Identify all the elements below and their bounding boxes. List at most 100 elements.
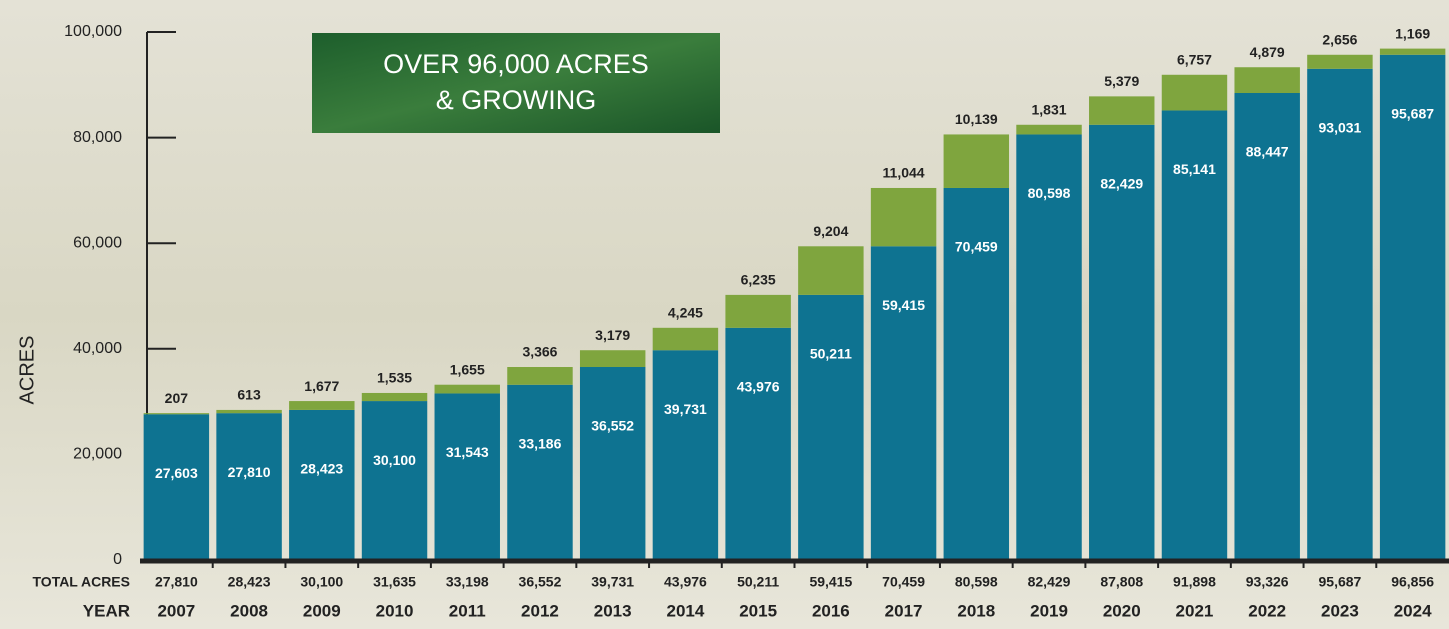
bar-label: 93,031 <box>1319 119 1362 135</box>
annotation-box <box>312 33 720 133</box>
bar-segment <box>289 410 354 560</box>
bar-label: 4,879 <box>1250 44 1285 60</box>
bar-label: 613 <box>237 387 261 403</box>
bar-label: 50,211 <box>810 346 852 362</box>
bar-label: 9,204 <box>813 223 848 239</box>
bar-segment <box>798 246 863 295</box>
x-tick-label: 2024 <box>1394 601 1432 620</box>
total-label: 91,898 <box>1173 574 1216 590</box>
annotation: & GROWING <box>436 85 597 115</box>
total-label: 50,211 <box>737 574 779 590</box>
bar-segment <box>144 414 209 560</box>
total-label: 70,459 <box>882 574 925 590</box>
bar-label: 5,379 <box>1104 73 1139 89</box>
bar-segment <box>216 413 281 560</box>
bar-label: 39,731 <box>664 401 707 417</box>
x-tick-label: 2019 <box>1030 601 1068 620</box>
total-label: 27,810 <box>155 574 198 590</box>
x-tick-label: 2007 <box>157 601 195 620</box>
bar-label: 31,543 <box>446 444 489 460</box>
bar-label: 36,552 <box>591 418 634 434</box>
bar-label: 43,976 <box>737 379 780 395</box>
bar-segment <box>1089 96 1154 124</box>
bar-label: 2,656 <box>1322 31 1357 47</box>
bar-segment <box>1016 125 1081 135</box>
x-tick-label: 2009 <box>303 601 341 620</box>
total-label: 87,808 <box>1100 574 1143 590</box>
y-axis-label: ACRES <box>16 336 38 405</box>
bar-label: 1,655 <box>450 361 485 377</box>
bar-label: 6,757 <box>1177 51 1212 67</box>
total-label: 30,100 <box>300 574 343 590</box>
y-tick-label: 100,000 <box>64 23 122 40</box>
x-tick-label: 2016 <box>812 601 850 620</box>
bar-segment <box>435 385 500 394</box>
bar-label: 1,169 <box>1395 25 1430 41</box>
row-label: YEAR <box>83 601 130 620</box>
row-label: TOTAL ACRES <box>33 574 131 590</box>
bar-label: 1,535 <box>377 370 412 386</box>
bar-label: 11,044 <box>883 165 925 181</box>
y-tick-label: 40,000 <box>73 340 122 357</box>
total-label: 93,326 <box>1246 574 1289 590</box>
total-label: 28,423 <box>228 574 271 590</box>
total-label: 31,635 <box>373 574 416 590</box>
bar-segment <box>144 413 209 414</box>
total-label: 59,415 <box>809 574 852 590</box>
bar-label: 27,603 <box>155 465 198 481</box>
bar-label: 28,423 <box>300 461 343 477</box>
bar-label: 70,459 <box>955 239 998 255</box>
bar-segment <box>944 134 1009 188</box>
x-tick-label: 2023 <box>1321 601 1359 620</box>
bar-segment <box>798 295 863 560</box>
total-label: 80,598 <box>955 574 998 590</box>
x-tick-label: 2015 <box>739 601 777 620</box>
y-tick-label: 80,000 <box>73 129 122 146</box>
y-tick-label: 20,000 <box>73 446 122 463</box>
bar-segment <box>1307 55 1372 69</box>
y-tick-label: 60,000 <box>73 234 122 251</box>
x-tick-label: 2020 <box>1103 601 1141 620</box>
bar-label: 207 <box>165 390 189 406</box>
bar-segment <box>507 367 572 385</box>
bar-label: 4,245 <box>668 305 703 321</box>
x-tick-label: 2011 <box>449 601 486 620</box>
bar-segment <box>653 328 718 350</box>
bar-segment <box>1162 75 1227 111</box>
bar-segment <box>1162 110 1227 560</box>
bar-label: 3,366 <box>522 344 557 360</box>
x-tick-label: 2021 <box>1176 601 1214 620</box>
chart: OVER 96,000 ACRES & GROWING ACRES TOTAL … <box>0 0 1449 629</box>
annotation: OVER 96,000 ACRES <box>383 49 649 79</box>
x-tick-label: 2010 <box>376 601 414 620</box>
bar-label: 1,677 <box>304 378 339 394</box>
bar-label: 30,100 <box>373 452 416 468</box>
bar-segment <box>362 401 427 560</box>
bar-segment <box>435 393 500 560</box>
x-tick-label: 2014 <box>667 601 705 620</box>
total-label: 36,552 <box>519 574 562 590</box>
total-label: 39,731 <box>591 574 634 590</box>
bar-label: 27,810 <box>228 464 271 480</box>
bar-label: 10,139 <box>955 111 998 127</box>
x-tick-label: 2008 <box>230 601 268 620</box>
bar-label: 59,415 <box>882 297 925 313</box>
total-label: 96,856 <box>1391 574 1434 590</box>
x-tick-label: 2018 <box>957 601 995 620</box>
bar-segment <box>1307 69 1372 560</box>
bar-segment <box>1380 49 1445 55</box>
bar-label: 33,186 <box>519 435 562 451</box>
x-tick-label: 2013 <box>594 601 632 620</box>
bar-segment <box>653 350 718 560</box>
x-tick-label: 2017 <box>885 601 923 620</box>
y-tick-label: 0 <box>113 551 122 568</box>
bar-segment <box>725 295 790 328</box>
total-label: 95,687 <box>1319 574 1362 590</box>
bar-segment <box>216 410 281 413</box>
bar-segment <box>507 385 572 560</box>
bar-segment <box>1234 93 1299 560</box>
total-label: 82,429 <box>1028 574 1071 590</box>
bar-segment <box>871 246 936 560</box>
bar-segment <box>580 350 645 367</box>
bar-segment <box>871 188 936 246</box>
